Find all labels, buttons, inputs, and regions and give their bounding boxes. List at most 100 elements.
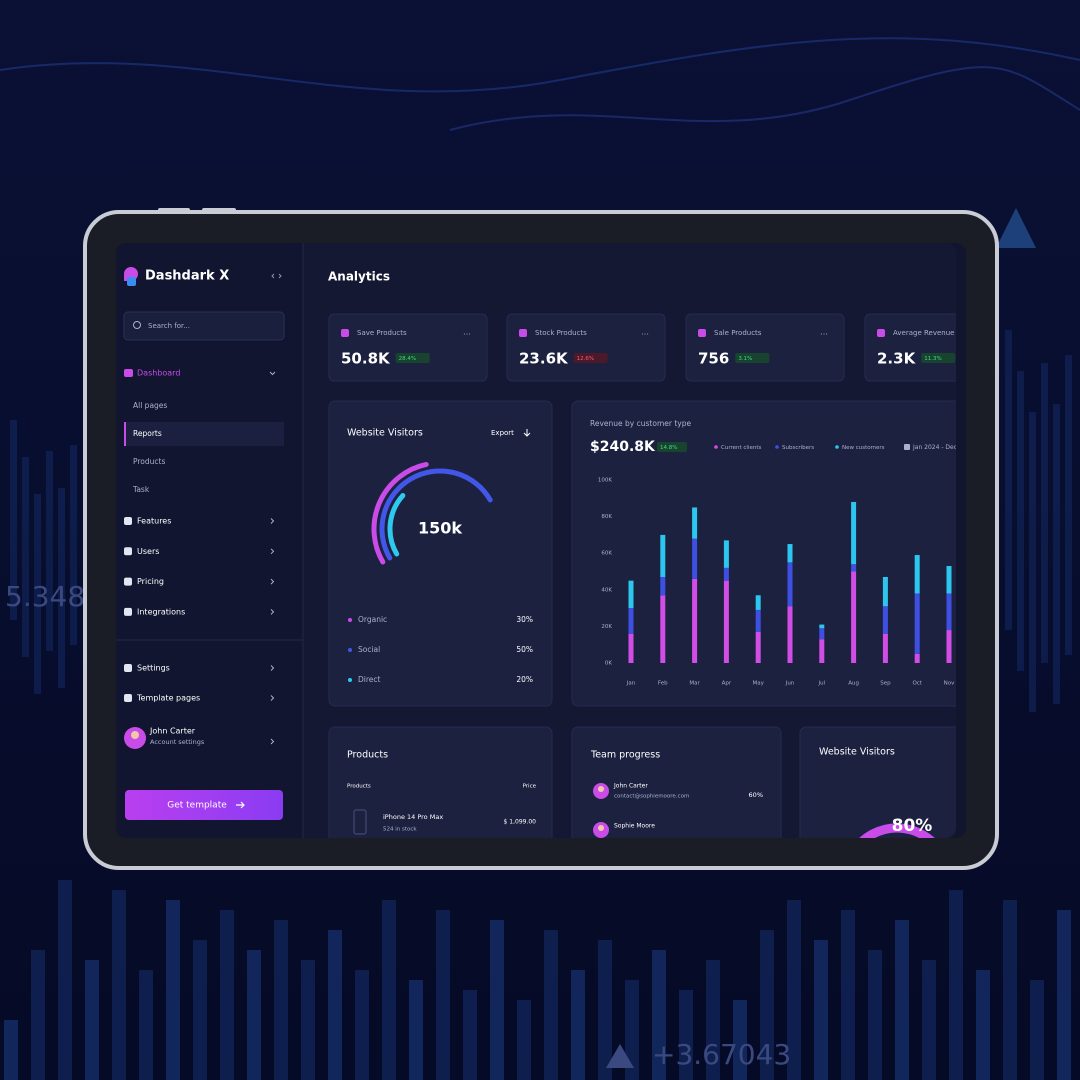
bar-segment — [946, 566, 952, 594]
x-tick-label: Oct — [912, 681, 922, 687]
stat-icon — [698, 329, 706, 337]
x-tick-label: Jun — [785, 681, 795, 687]
background-bar — [706, 960, 720, 1080]
stat-icon — [341, 329, 349, 337]
background-bar — [895, 920, 909, 1080]
background-bar — [571, 970, 585, 1080]
background-bar — [679, 990, 693, 1080]
stat-menu[interactable]: … — [641, 328, 649, 337]
tablet-button — [202, 208, 236, 212]
background-bar — [517, 1000, 531, 1080]
change-badge — [921, 353, 956, 363]
x-tick-label: Sep — [880, 681, 891, 687]
background-bar — [247, 950, 261, 1080]
x-tick-label: May — [753, 681, 765, 687]
stat-card — [506, 313, 666, 382]
bar-segment — [628, 608, 634, 634]
collapse-icon[interactable] — [271, 273, 282, 279]
nav-subitem[interactable]: Products — [133, 457, 165, 466]
background-bar — [868, 950, 882, 1080]
donut-ring — [371, 461, 429, 565]
nav-active-bar — [124, 422, 126, 446]
bar-segment — [660, 534, 666, 577]
change-text: 28.4% — [399, 356, 416, 362]
background-bar — [301, 960, 315, 1080]
stat-label: Save Products — [357, 329, 407, 337]
screen: Dashdark X Search for... Dashboard All p… — [116, 243, 974, 838]
nav-item[interactable]: Settings — [137, 664, 170, 673]
goal-value: 80% — [892, 816, 933, 836]
background-bar — [220, 910, 234, 1080]
chevron — [270, 695, 275, 701]
nav-subitem[interactable]: Task — [132, 485, 150, 494]
column-header: Price — [523, 784, 537, 790]
donut-ring — [379, 468, 493, 561]
nav-item[interactable]: Template pages — [136, 694, 200, 703]
bar-segment — [914, 555, 920, 594]
background-bar — [949, 890, 963, 1080]
goal-arc — [840, 823, 954, 838]
legend-label: Organic — [358, 615, 387, 624]
stat-value: 2.3K — [877, 350, 917, 368]
nav-icon — [124, 664, 132, 672]
stat-icon — [877, 329, 885, 337]
nav-item[interactable]: Features — [137, 517, 171, 526]
background-bar — [598, 940, 612, 1080]
background-bar — [652, 950, 666, 1080]
stat-card — [328, 313, 488, 382]
x-tick-label: Feb — [658, 681, 668, 687]
x-tick-label: Mar — [689, 681, 700, 687]
export-icon — [523, 429, 531, 437]
background-bar — [274, 920, 288, 1080]
date-range[interactable]: Jan 2024 - Dec 2024 — [912, 444, 974, 451]
x-tick-label: Jan — [626, 681, 636, 687]
ticker-text: +3.67043 — [652, 1038, 791, 1071]
background-bar — [1053, 404, 1060, 704]
chevron — [270, 738, 275, 745]
background-bar — [409, 980, 423, 1080]
background-bar — [976, 970, 990, 1080]
nav-icon — [124, 694, 132, 702]
nav-item[interactable]: Users — [137, 547, 159, 556]
bar-segment — [723, 540, 729, 568]
nav-icon — [124, 369, 133, 377]
bar-segment — [628, 580, 634, 609]
nav-item[interactable]: Pricing — [137, 577, 164, 586]
cta-label: Get template — [167, 801, 227, 811]
background-bar — [112, 890, 126, 1080]
nav-item[interactable]: Integrations — [137, 607, 185, 616]
background-bar — [46, 451, 53, 651]
background-line — [449, 66, 1080, 131]
background-bar — [544, 930, 558, 1080]
nav-subitem[interactable]: Reports — [133, 429, 162, 438]
bar-segment — [755, 609, 761, 632]
nav-item[interactable]: Dashboard — [137, 369, 180, 378]
x-tick-label: Jul — [817, 681, 825, 687]
brand-logo — [127, 277, 136, 286]
ticker-arrow — [606, 1044, 634, 1068]
change-badge — [573, 353, 608, 363]
search-box[interactable] — [123, 311, 285, 341]
ticker-text: 5.348 — [5, 580, 85, 613]
bar-segment — [692, 578, 698, 663]
chevron — [270, 548, 275, 555]
export-button[interactable]: Export — [491, 429, 514, 437]
cta-button[interactable] — [125, 790, 283, 820]
background-bar — [22, 457, 29, 657]
stat-label: Stock Products — [535, 329, 587, 337]
stat-menu[interactable]: … — [463, 328, 471, 337]
chart-total: $240.8K — [590, 439, 656, 455]
background-bar — [1005, 330, 1012, 630]
legend-label: New customers — [842, 445, 885, 451]
bar-segment — [787, 544, 793, 563]
bar-segment — [851, 564, 857, 572]
stat-label: Sale Products — [714, 329, 762, 337]
bar-segment — [882, 576, 888, 607]
stat-menu[interactable]: … — [820, 328, 828, 337]
nav-subitem[interactable]: All pages — [133, 401, 167, 410]
calendar-icon — [904, 444, 910, 450]
background-line — [0, 37, 1080, 93]
legend-value: 50% — [516, 645, 533, 654]
avatar — [598, 786, 604, 792]
